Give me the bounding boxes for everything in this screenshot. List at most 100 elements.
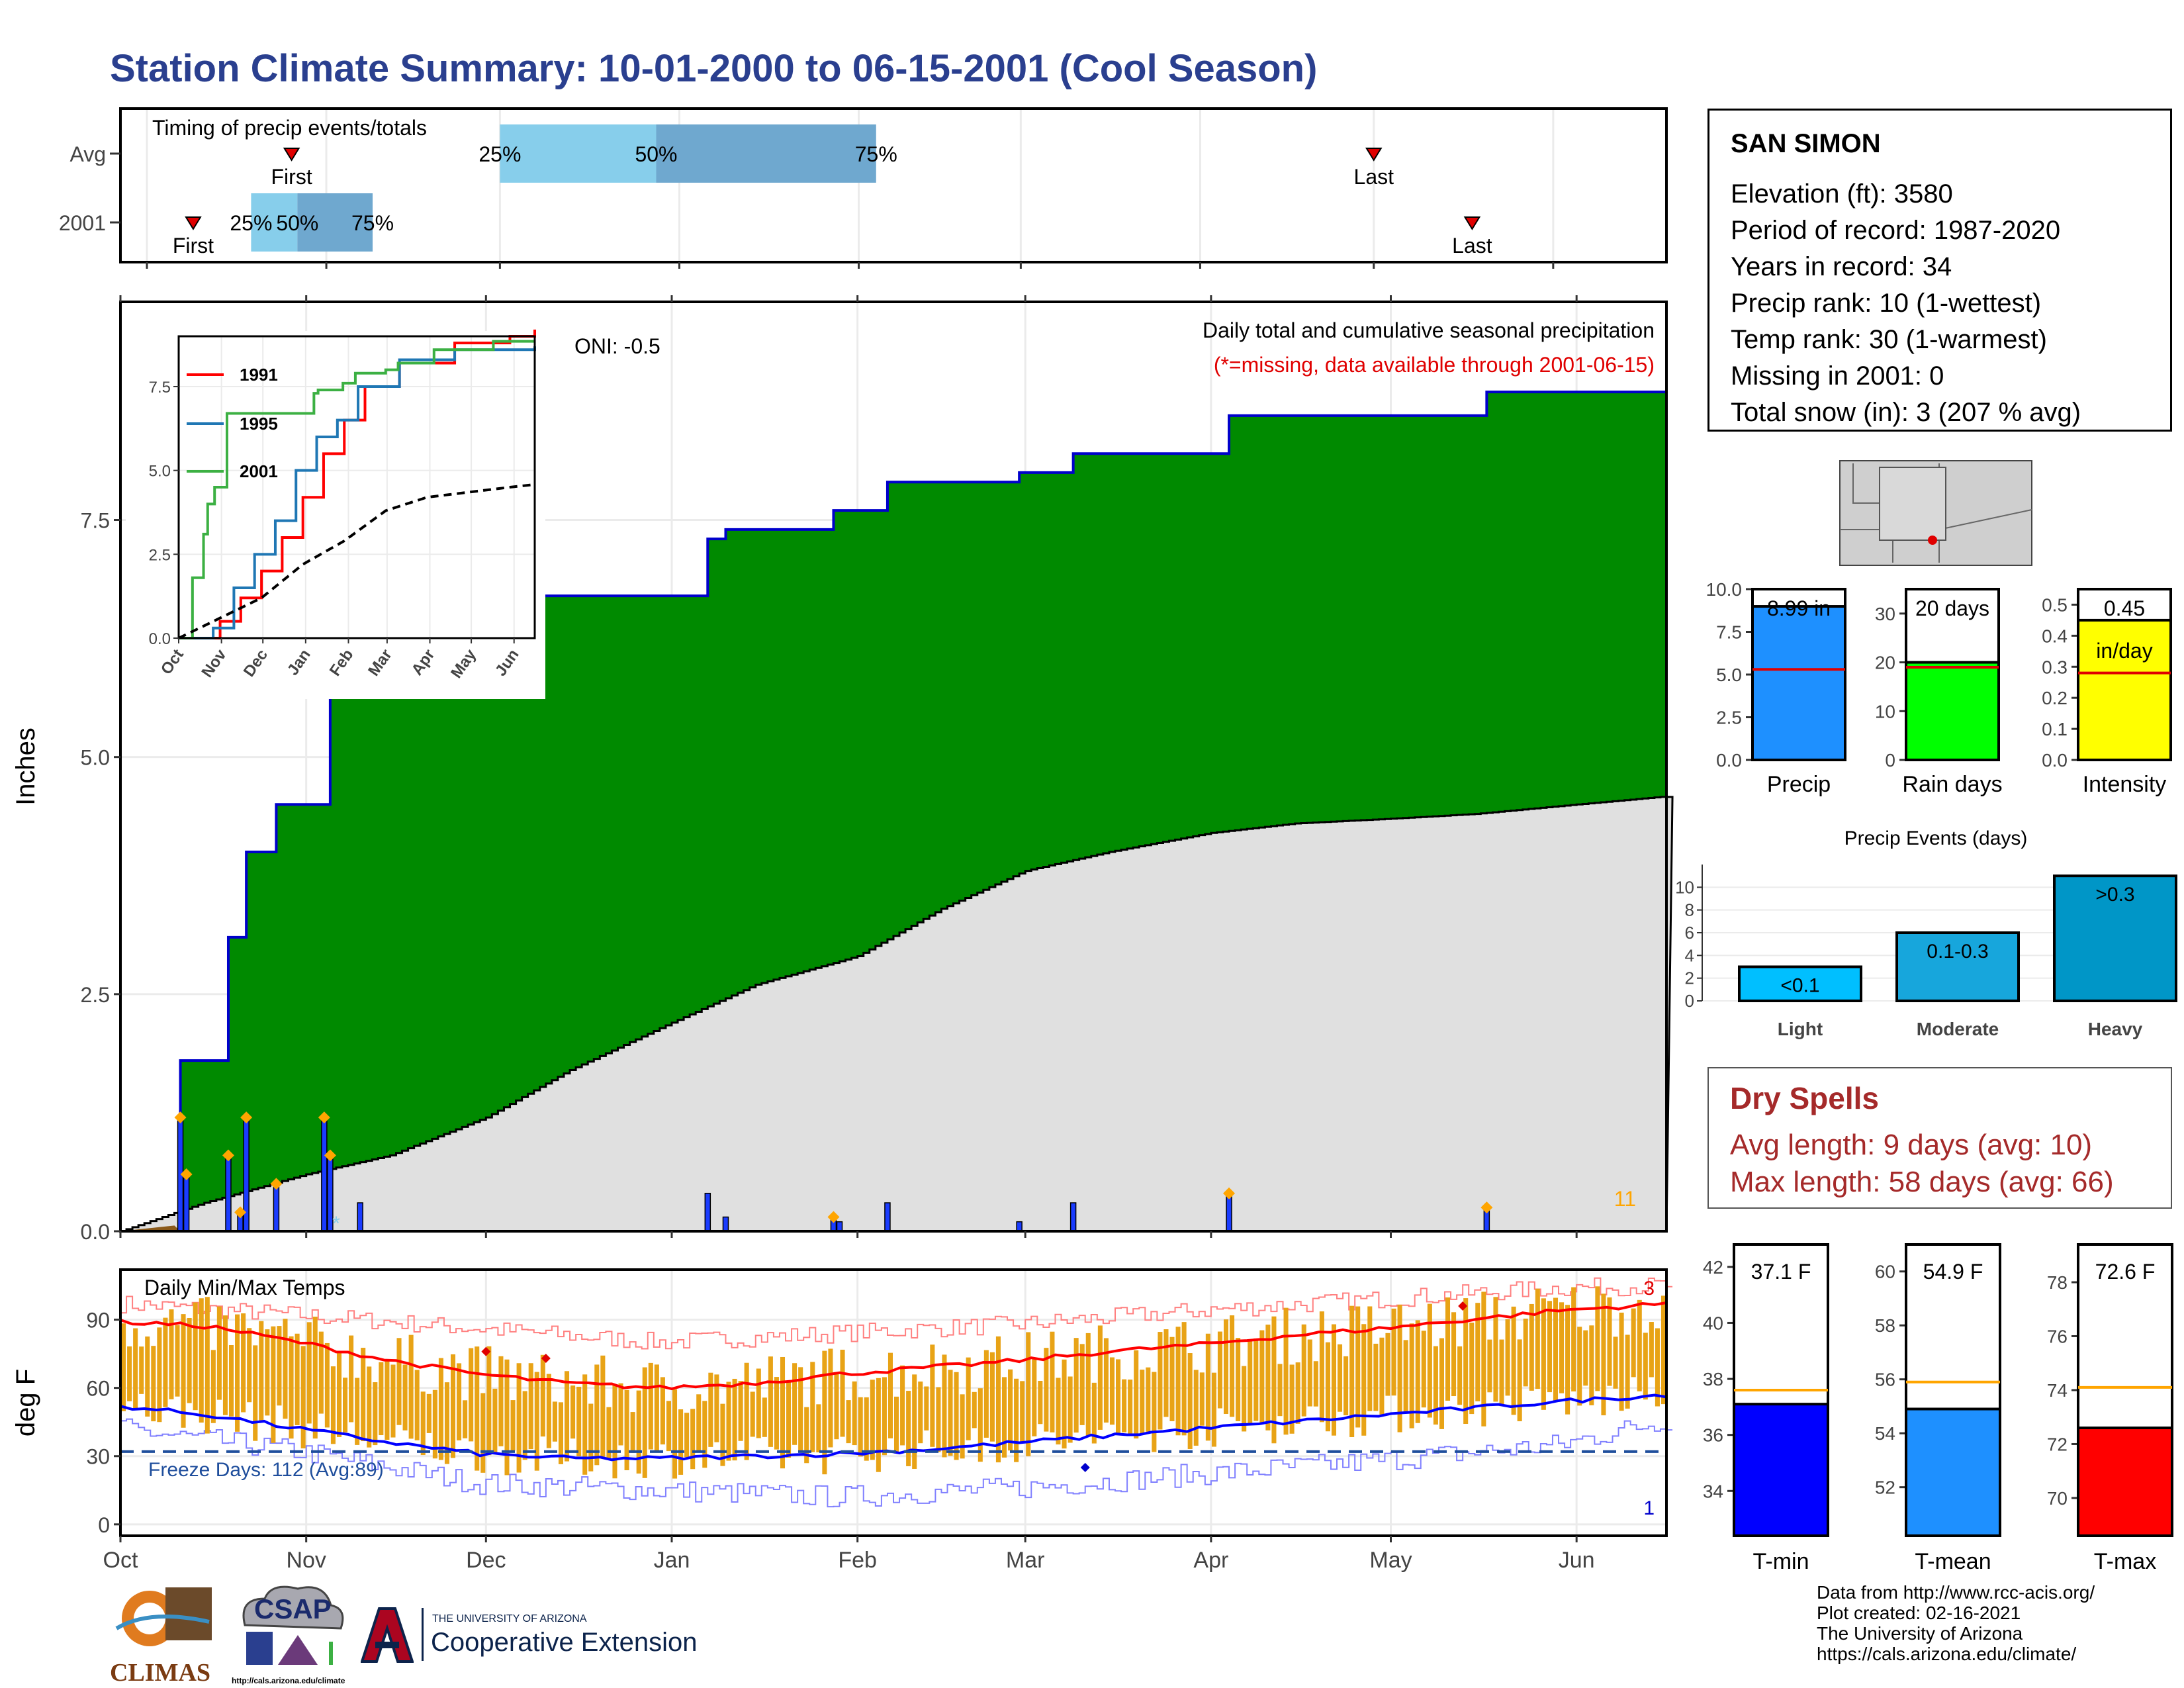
oni-label: ONI: -0.5 bbox=[574, 334, 660, 358]
daily-temp-bar bbox=[810, 1362, 815, 1452]
daily-temp-bar bbox=[876, 1378, 881, 1472]
summary-bar-ytick-label: 0.0 bbox=[2042, 750, 2068, 771]
climatology-precip-area bbox=[120, 796, 1674, 1233]
daily-temp-bar bbox=[576, 1386, 582, 1456]
daily-temp-bar bbox=[1338, 1344, 1343, 1412]
daily-temp-bar bbox=[972, 1391, 977, 1429]
daily-temp-bar bbox=[1571, 1287, 1576, 1391]
daily-temp-bar bbox=[121, 1323, 126, 1411]
daily-precip-bar bbox=[321, 1117, 328, 1232]
summary-bar-ytick-label: 0.2 bbox=[2042, 688, 2068, 708]
daily-temp-bar bbox=[936, 1387, 941, 1452]
daily-temp-bar bbox=[978, 1388, 983, 1462]
daily-temp-bar bbox=[630, 1412, 635, 1453]
daily-temp-bar bbox=[300, 1346, 306, 1449]
daily-temp-bar bbox=[1295, 1362, 1300, 1424]
precip-extreme-marker bbox=[1480, 1201, 1493, 1214]
daily-temp-bar bbox=[960, 1394, 965, 1459]
daily-temp-bar bbox=[295, 1333, 300, 1425]
temps-frame bbox=[119, 1268, 1668, 1537]
temp-summary-bar-label: T-max bbox=[2094, 1549, 2156, 1574]
daily-temp-bar bbox=[834, 1372, 839, 1440]
dry-spells-max: Max length: 58 days (avg: 66) bbox=[1730, 1166, 2114, 1198]
timing-marker bbox=[283, 148, 300, 162]
station-info-line: Precip rank: 10 (1-wettest) bbox=[1731, 289, 2042, 318]
climas-logo: CLIMAS bbox=[110, 1582, 216, 1687]
summary-bar-ytick-label: 0 bbox=[1885, 750, 1895, 771]
daily-temp-bar bbox=[918, 1382, 923, 1444]
daily-temp-bar bbox=[1613, 1336, 1618, 1389]
daily-precip-bar bbox=[273, 1183, 280, 1232]
daily-temp-bar bbox=[486, 1346, 492, 1456]
daily-temp-bar bbox=[540, 1354, 545, 1437]
precip-subtitle: (*=missing, data available through 2001-… bbox=[1214, 353, 1655, 377]
daily-temp-bar bbox=[1319, 1311, 1324, 1423]
temps-count-low: 1 bbox=[1643, 1497, 1655, 1519]
precip-extreme-marker bbox=[318, 1111, 330, 1124]
daily-temp-bar bbox=[210, 1350, 216, 1423]
daily-temp-bar bbox=[792, 1363, 797, 1445]
temp-summary-bar-ytick-label: 52 bbox=[1875, 1477, 1895, 1498]
daily-temp-bar bbox=[1475, 1303, 1480, 1401]
daily-temp-bar bbox=[1523, 1318, 1528, 1387]
daily-temp-bar bbox=[1439, 1338, 1444, 1429]
month-label: Apr bbox=[1193, 1548, 1228, 1573]
summary-bar-ytick-label: 2.5 bbox=[1716, 708, 1742, 728]
temp-summary-bar-value-bar bbox=[1733, 1403, 1829, 1537]
daily-temp-bar bbox=[324, 1342, 330, 1428]
daily-precip-bar bbox=[722, 1216, 729, 1232]
daily-temp-bar bbox=[1415, 1320, 1420, 1423]
inset-ytick-label: 2.5 bbox=[149, 546, 171, 564]
credit-line: Data from http://www.rcc-acis.org/ bbox=[1817, 1582, 2095, 1603]
daily-temp-bar bbox=[199, 1298, 204, 1423]
daily-temp-bar bbox=[390, 1364, 396, 1438]
daily-temp-bar bbox=[1223, 1319, 1229, 1415]
tmax-record-marker bbox=[481, 1346, 491, 1356]
daily-temp-bar bbox=[1487, 1339, 1492, 1393]
daily-temp-bar bbox=[768, 1356, 773, 1447]
daily-temp-bar bbox=[744, 1362, 749, 1460]
daily-temp-bar bbox=[1230, 1315, 1235, 1417]
daily-temp-bar bbox=[469, 1348, 474, 1442]
temp-summary-bar-value-bar bbox=[2077, 1427, 2173, 1538]
station-info-line: Total snow (in): 3 (207 % avg) bbox=[1731, 398, 2081, 427]
credits: Data from http://www.rcc-acis.org/ Plot … bbox=[1817, 1582, 2095, 1664]
daily-temp-bar bbox=[1242, 1366, 1247, 1432]
daily-temp-bar bbox=[906, 1391, 911, 1466]
dry-spells-title: Dry Spells bbox=[1730, 1081, 1879, 1115]
timing-pct-label: 25% bbox=[230, 211, 272, 235]
freeze-days-label: Freeze Days: 112 (Avg:89) bbox=[148, 1459, 384, 1481]
daily-temp-bar bbox=[822, 1350, 827, 1475]
daily-temp-bar bbox=[1097, 1325, 1103, 1430]
daily-temp-bar bbox=[306, 1322, 312, 1424]
summary-bar-ytick-label: 0.0 bbox=[1716, 750, 1742, 771]
daily-temp-bar bbox=[1307, 1339, 1312, 1407]
daily-temp-bar bbox=[565, 1371, 570, 1462]
daily-temp-bar bbox=[894, 1396, 899, 1454]
daily-temp-bar bbox=[283, 1319, 288, 1419]
daily-temp-bar bbox=[912, 1374, 917, 1469]
daily-temp-bar bbox=[756, 1368, 761, 1438]
daily-temp-bar bbox=[1589, 1325, 1594, 1405]
temp-summary-bar-ytick-label: 60 bbox=[1875, 1262, 1895, 1282]
daily-temp-bar bbox=[1331, 1324, 1337, 1436]
summary-bar-ytick-label: 10 bbox=[1875, 701, 1895, 722]
daily-temp-bar bbox=[1595, 1286, 1600, 1391]
daily-temp-bar bbox=[1020, 1381, 1025, 1442]
daily-temp-bar bbox=[1565, 1305, 1570, 1415]
credit-line: https://cals.arizona.edu/climate/ bbox=[1817, 1644, 2077, 1664]
daily-temp-bar bbox=[1409, 1323, 1414, 1429]
daily-temp-bar bbox=[816, 1404, 821, 1453]
temp-summary-value: 37.1 F bbox=[1751, 1260, 1811, 1284]
summary-bar-ytick-label: 30 bbox=[1875, 604, 1895, 624]
temp-summary-value: 72.6 F bbox=[2095, 1260, 2156, 1284]
daily-temp-bar bbox=[864, 1397, 869, 1461]
daily-temp-bar bbox=[882, 1377, 887, 1456]
daily-temp-bar bbox=[666, 1401, 671, 1452]
temp-summary-bar-ytick-label: 74 bbox=[2047, 1380, 2068, 1401]
daily-temp-bar bbox=[277, 1326, 282, 1406]
inset-ytick-label: 5.0 bbox=[149, 463, 171, 481]
summary-bar-unit: in/day bbox=[2096, 639, 2152, 663]
summary-bar-value-bar bbox=[1905, 661, 2000, 761]
